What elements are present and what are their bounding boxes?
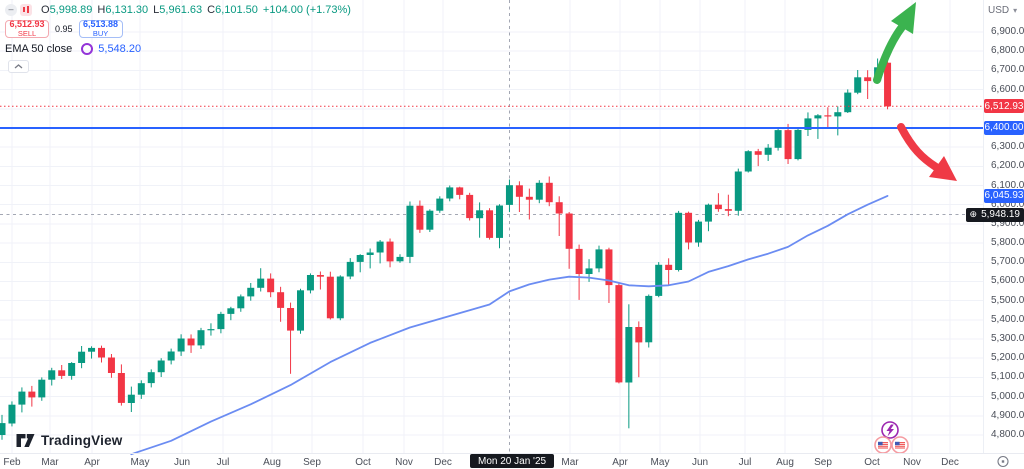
y-axis-label: 5,400.00	[991, 313, 1024, 325]
y-axis-label: 5,600.00	[991, 275, 1024, 287]
x-axis-label: Aug	[263, 457, 281, 468]
ohlc-readout: O5,998.89 H6,131.30 L5,961.63 C6,101.50 +104…	[41, 3, 351, 16]
y-axis-label: 5,000.00	[991, 390, 1024, 402]
candlestick-series[interactable]	[0, 58, 892, 440]
sell-label: SELL	[17, 28, 37, 38]
x-axis-label: Sep	[814, 457, 832, 468]
x-axis-label: Dec	[941, 457, 959, 468]
chevron-up-icon	[14, 64, 23, 69]
y-axis-label: 6,100.00	[991, 179, 1024, 191]
buy-label: BUY	[92, 28, 109, 38]
x-axis-label: Apr	[612, 457, 628, 468]
legend-collapse-button[interactable]	[8, 60, 29, 73]
y-axis-label: 5,900.00	[991, 217, 1024, 229]
tradingview-logo[interactable]: TradingView	[16, 433, 122, 448]
x-axis-label: May	[130, 457, 150, 468]
tag-price-text: 6,045.93	[984, 190, 1024, 202]
y-axis-label: 5,100.00	[991, 371, 1024, 383]
currency-label: USD	[988, 5, 1010, 16]
y-axis-label: 6,300.00	[991, 141, 1024, 153]
earnings-icon[interactable]	[881, 421, 899, 439]
x-axis-label: Oct	[864, 457, 880, 468]
x-axis-label: Mar	[41, 457, 59, 468]
time-axis[interactable]: Feb Mar Apr May Jun Jul Aug Sep Oct Nov Dec Mar Apr M…	[0, 453, 1024, 469]
ema-line[interactable]	[130, 194, 889, 456]
change-readout: +104.00 (+1.73%)	[262, 3, 351, 16]
x-axis-label: Mar	[561, 457, 579, 468]
legend-marker-icon[interactable]	[20, 3, 32, 16]
x-axis-label: Jun	[173, 457, 191, 468]
y-axis-label: 5,200.00	[991, 352, 1024, 364]
buy-button[interactable]: 6,513.88 BUY	[78, 18, 123, 38]
x-axis-label: Aug	[776, 457, 794, 468]
y-axis-label: 4,900.00	[991, 409, 1024, 421]
y-axis-label: 5,800.00	[991, 237, 1024, 249]
horizontal-line-tag[interactable]: 6,400.00	[984, 120, 1024, 135]
x-axis-label: Nov	[395, 457, 413, 468]
sell-button[interactable]: 6,512.93 SELL	[5, 18, 49, 38]
y-axis-label: 6,900.00	[991, 26, 1024, 37]
spread-value: 0.95	[55, 24, 73, 34]
x-axis-label: Apr	[84, 457, 100, 468]
indicator-name[interactable]: EMA 50 close	[5, 43, 73, 55]
us-flag-icon[interactable]	[874, 436, 892, 454]
buy-price: 6,513.88	[83, 18, 119, 29]
x-axis-label: Jul	[738, 457, 752, 468]
axis-settings-icon[interactable]	[996, 455, 1010, 468]
x-axis-label: May	[650, 457, 670, 468]
price-axis[interactable]: 6,900.006,800.006,700.006,600.006,500.00…	[983, 0, 1024, 453]
sell-price: 6,512.93	[9, 18, 45, 29]
y-axis-label: 5,500.00	[991, 294, 1024, 306]
indicator-value: 5,548.20	[98, 43, 142, 55]
crosshair-date-tag: Mon 20 Jan '25	[470, 454, 555, 468]
y-axis-label: 6,700.00	[991, 64, 1024, 76]
tradingview-logo-icon	[16, 434, 35, 447]
crosshair	[0, 0, 983, 453]
tag-price-text: 5,948.19	[981, 209, 1020, 221]
ema-value-tag: 6,045.93	[984, 188, 1024, 203]
indicator-loading-icon	[81, 43, 94, 55]
legend: – O5,998.89 H6,131.30 L5,961.63 C6,101.50 +1…	[5, 2, 351, 73]
y-axis-label: 6,800.00	[991, 45, 1024, 57]
y-axis-label: 5,300.00	[991, 333, 1024, 345]
x-axis-label: Oct	[355, 457, 371, 468]
minus-icon[interactable]: –	[5, 3, 17, 16]
x-axis-label: Feb	[3, 457, 21, 468]
tag-price-text: 6,512.93	[984, 100, 1024, 112]
x-axis-label: Nov	[903, 457, 921, 468]
chevron-down-icon: ▾	[1013, 6, 1018, 15]
y-axis-label: 5,700.00	[991, 256, 1024, 268]
x-axis-label: Jul	[216, 457, 230, 468]
up-arrow[interactable]	[873, 2, 916, 84]
x-axis-label: Sep	[303, 457, 321, 468]
y-axis-label: 4,800.00	[991, 429, 1024, 440]
x-axis-label: Dec	[434, 457, 452, 468]
y-axis-label: 6,000.00	[991, 198, 1024, 210]
add-alert-icon[interactable]: ⊕	[969, 209, 978, 220]
us-flag-icon[interactable]	[891, 436, 909, 454]
x-axis-label: Jun	[691, 457, 709, 468]
currency-selector[interactable]: USD ▾	[988, 5, 1017, 16]
tag-price-text: 6,400.00	[984, 122, 1024, 134]
tradingview-logo-text: TradingView	[41, 433, 123, 448]
y-axis-label: 6,600.00	[991, 83, 1024, 95]
crosshair-price-tag: ⊕ 5,948.19	[966, 207, 1024, 222]
current-price-tag: 6,512.93	[984, 99, 1024, 114]
y-axis-label: 6,200.00	[991, 160, 1024, 172]
down-arrow[interactable]	[897, 123, 957, 181]
